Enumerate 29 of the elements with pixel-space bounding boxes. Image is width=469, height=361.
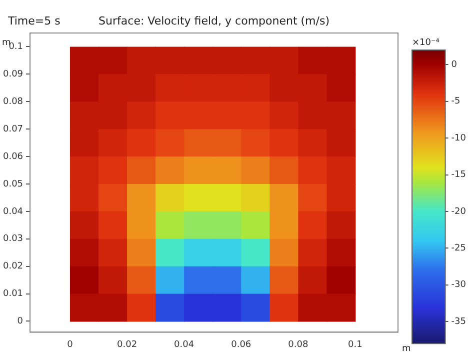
color-bar-label: -30 bbox=[451, 280, 466, 290]
color-bar-label: -10 bbox=[451, 133, 466, 144]
y-tick-label: 0.08 bbox=[2, 96, 24, 107]
y-tick-label: 0.04 bbox=[2, 206, 24, 217]
y-tick-label: 0.06 bbox=[2, 152, 24, 162]
color-bar-label: -25 bbox=[451, 244, 466, 254]
x-tick-label: 0.04 bbox=[174, 340, 194, 350]
y-tick-label: 0.05 bbox=[2, 179, 24, 190]
color-bar-title: ×10⁻⁴ bbox=[412, 38, 440, 48]
color-bar-label: -20 bbox=[451, 206, 466, 217]
text: Time=5 s bbox=[7, 14, 61, 28]
color-bar-label: -5 bbox=[451, 96, 460, 107]
color-bar-label: 0 bbox=[451, 60, 458, 70]
chart-title: Surface: Velocity field, y component (m/s) bbox=[98, 14, 330, 28]
color-bar-label: -15 bbox=[451, 170, 466, 180]
y-tick-label: 0.03 bbox=[2, 234, 24, 244]
y-tick-label: 0.07 bbox=[2, 124, 24, 134]
x-tick-label: 0 bbox=[67, 340, 74, 350]
x-axis-title: m bbox=[402, 344, 411, 354]
y-tick-label: 0.1 bbox=[8, 42, 24, 52]
color-bar-label: -35 bbox=[451, 316, 466, 327]
y-tick-label: 0.02 bbox=[2, 262, 24, 272]
x-tick-label: 0.06 bbox=[231, 340, 252, 350]
y-tick-label: 0.09 bbox=[2, 70, 24, 80]
x-tick-label: 0.08 bbox=[288, 340, 308, 350]
y-tick-label: 0 bbox=[17, 316, 24, 327]
y-tick-label: 0.01 bbox=[2, 289, 24, 300]
x-tick-label: 0.02 bbox=[117, 340, 138, 350]
x-tick-label: 0.1 bbox=[348, 340, 362, 350]
